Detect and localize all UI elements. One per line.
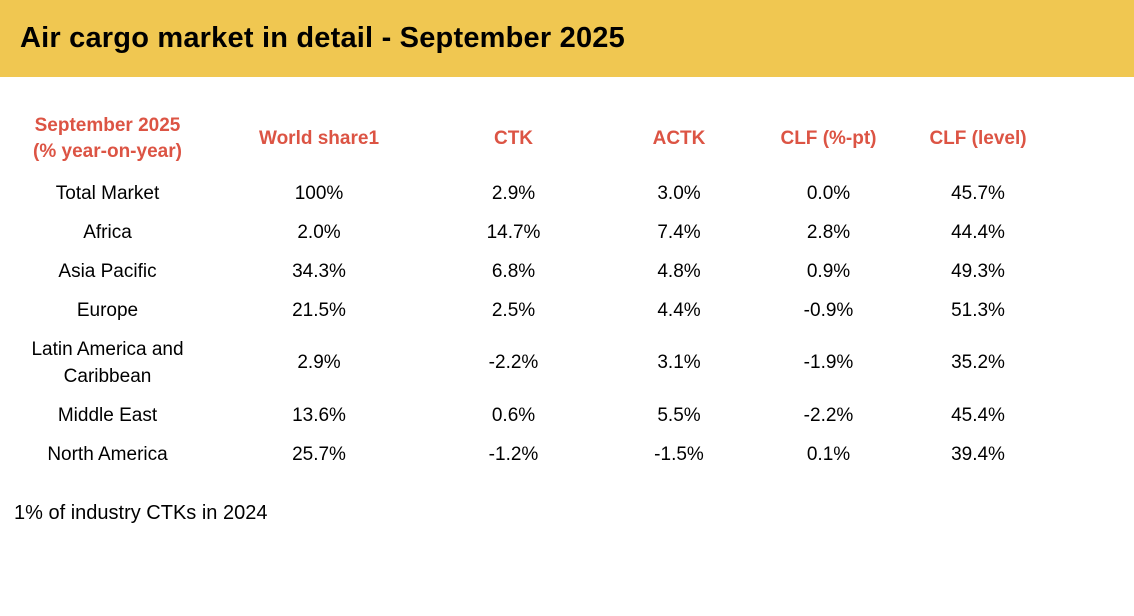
row-axis-header: September 2025 (% year-on-year): [0, 104, 215, 174]
value-cell: 51.3%: [951, 299, 1005, 321]
row-axis-header-line1: September 2025: [34, 115, 181, 136]
table-row: Total Market 100% 2.9% 3.0% 0.0% 45.7%: [0, 174, 1053, 213]
value-cell: -2.2%: [803, 404, 854, 426]
value-cell: 2.9%: [491, 182, 536, 204]
value-cell: 45.4%: [951, 404, 1005, 426]
value-cell: 2.5%: [491, 299, 536, 321]
value-cell: 35.2%: [951, 352, 1005, 373]
value-cell: 4.4%: [657, 299, 701, 321]
table-row: North America 25.7% -1.2% -1.5% 0.1% 39.4%: [0, 435, 1053, 474]
region-cell: Europe: [76, 300, 139, 321]
value-cell: 45.7%: [951, 182, 1005, 204]
column-header: CTK: [493, 128, 534, 149]
region-cell: Total Market: [55, 183, 160, 204]
table-row: Asia Pacific 34.3% 6.8% 4.8% 0.9% 49.3%: [0, 252, 1053, 291]
value-cell: 0.9%: [806, 260, 851, 282]
value-cell: 25.7%: [292, 443, 346, 465]
table-header-row: September 2025 (% year-on-year) World sh…: [0, 104, 1053, 174]
region-cell: Africa: [83, 222, 132, 243]
value-cell: 13.6%: [292, 404, 346, 426]
table-row: Africa 2.0% 14.7% 7.4% 2.8% 44.4%: [0, 213, 1053, 252]
region-cell: Latin America and Caribbean: [31, 339, 184, 387]
value-cell: 2.9%: [297, 352, 341, 373]
value-cell: 49.3%: [951, 260, 1005, 282]
value-cell: 2.0%: [297, 221, 341, 243]
value-cell: 14.7%: [486, 221, 541, 243]
page-title: Air cargo market in detail - September 2…: [20, 22, 625, 54]
title-banner: Air cargo market in detail - September 2…: [0, 0, 1134, 77]
value-cell: 0.0%: [806, 182, 851, 204]
table-row: Latin America and Caribbean 2.9% -2.2% 3.1%…: [0, 330, 1053, 396]
value-cell: -1.5%: [654, 443, 704, 465]
value-cell: 34.3%: [292, 260, 346, 282]
value-cell: -1.9%: [803, 352, 854, 373]
air-cargo-table: September 2025 (% year-on-year) World sh…: [0, 104, 1053, 474]
value-cell: 21.5%: [292, 299, 346, 321]
footnote: 1% of industry CTKs in 2024: [14, 502, 268, 524]
table-body: Total Market 100% 2.9% 3.0% 0.0% 45.7% Africa 2…: [0, 174, 1053, 474]
value-cell: 44.4%: [951, 221, 1005, 243]
column-header: CLF (level): [929, 128, 1027, 149]
value-cell: 100%: [294, 182, 344, 204]
table-row: Middle East 13.6% 0.6% 5.5% -2.2% 45.4%: [0, 396, 1053, 435]
value-cell: 39.4%: [951, 443, 1005, 465]
value-cell: -2.2%: [488, 352, 539, 373]
value-cell: -0.9%: [803, 299, 854, 321]
table-row: Europe 21.5% 2.5% 4.4% -0.9% 51.3%: [0, 291, 1053, 330]
row-axis-header-line2: (% year-on-year): [33, 141, 182, 162]
value-cell: 3.1%: [657, 352, 701, 373]
value-cell: 4.8%: [657, 260, 701, 282]
value-cell: 2.8%: [806, 221, 851, 243]
region-cell: Middle East: [57, 405, 158, 426]
value-cell: 7.4%: [657, 221, 701, 243]
column-header: CLF (%-pt): [780, 128, 877, 149]
region-cell: Asia Pacific: [58, 261, 157, 282]
value-cell: 6.8%: [491, 260, 536, 282]
column-header: ACTK: [652, 128, 706, 149]
region-cell: North America: [47, 444, 168, 465]
value-cell: 5.5%: [657, 404, 701, 426]
value-cell: 0.6%: [491, 404, 536, 426]
value-cell: 3.0%: [657, 182, 701, 204]
value-cell: -1.2%: [488, 443, 539, 465]
value-cell: 0.1%: [806, 443, 851, 465]
column-header: World share1: [258, 128, 380, 149]
